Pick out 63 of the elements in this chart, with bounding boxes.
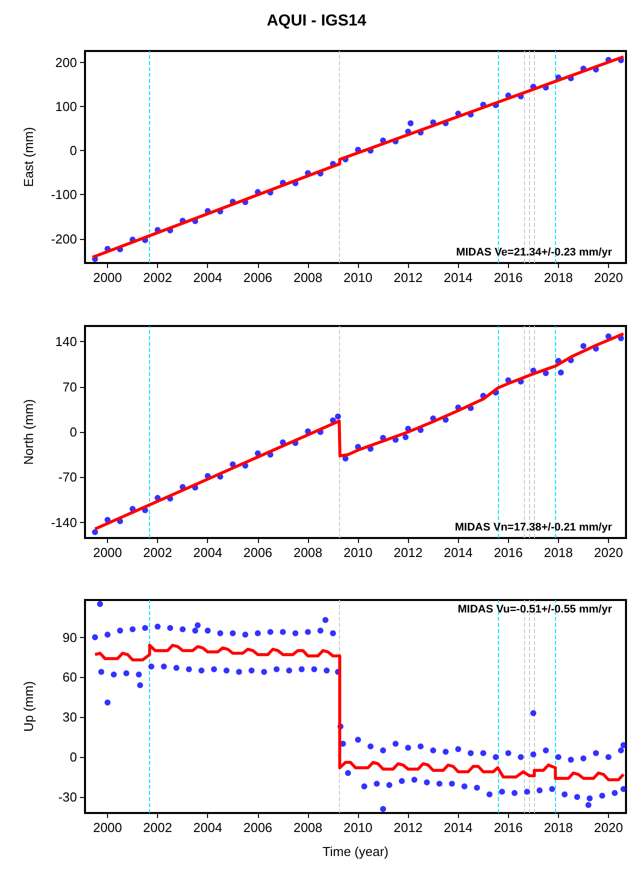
y-tick-label: 140 bbox=[55, 334, 77, 350]
y-axis-title: East (mm) bbox=[21, 127, 36, 187]
x-tick-label: 2010 bbox=[344, 270, 372, 285]
annotation: MIDAS Vu=-0.51+/-0.55 mm/yr bbox=[458, 604, 613, 616]
y-tick-label: 0 bbox=[70, 143, 77, 158]
x-tick-label: 2010 bbox=[344, 545, 372, 560]
y-tick-label: 100 bbox=[55, 99, 77, 114]
y-tick-label: 0 bbox=[70, 750, 77, 765]
x-tick-label: 2004 bbox=[193, 270, 222, 285]
y-tick-label: 70 bbox=[62, 379, 77, 394]
point bbox=[558, 370, 564, 376]
x-tick-label: 2010 bbox=[344, 820, 372, 835]
x-tick-label: 2006 bbox=[243, 545, 272, 560]
x-tick-label: 2016 bbox=[494, 270, 523, 285]
x-tick-label: 2012 bbox=[394, 270, 423, 285]
y-tick-label: -200 bbox=[50, 231, 77, 246]
x-tick-label: 2014 bbox=[444, 820, 473, 835]
chart-title: AQUI - IGS14 bbox=[266, 12, 366, 30]
x-tick-label: 2020 bbox=[594, 270, 623, 285]
y-tick-label: 0 bbox=[70, 424, 77, 440]
y-axis-title: Up (mm) bbox=[21, 681, 36, 732]
x-tick-label: 2018 bbox=[544, 270, 573, 285]
y-tick-label: -100 bbox=[50, 187, 77, 202]
x-tick-label: 2008 bbox=[293, 545, 322, 560]
x-tick-label: 2012 bbox=[394, 820, 423, 835]
x-tick-label: 2000 bbox=[93, 820, 122, 835]
point bbox=[92, 529, 98, 536]
x-tick-label: 2012 bbox=[394, 545, 423, 560]
x-tick-label: 2002 bbox=[143, 270, 172, 285]
x-tick-label: 2000 bbox=[93, 270, 122, 285]
point bbox=[580, 343, 586, 350]
x-tick-label: 2006 bbox=[243, 270, 272, 285]
y-tick-label: -30 bbox=[58, 790, 77, 805]
x-tick-label: 2018 bbox=[544, 545, 573, 560]
y-tick-label: 90 bbox=[62, 630, 77, 645]
x-tick-label: 2016 bbox=[494, 820, 523, 835]
point bbox=[408, 120, 414, 126]
x-tick-label: 2008 bbox=[293, 820, 322, 835]
y-axis-title: North (mm) bbox=[21, 399, 36, 465]
x-tick-label: 2002 bbox=[143, 820, 172, 835]
point bbox=[402, 434, 409, 440]
y-tick-label: 60 bbox=[62, 670, 77, 685]
y-tick-label: -140 bbox=[50, 514, 77, 530]
x-tick-label: 2004 bbox=[193, 820, 222, 835]
x-tick-label: 2004 bbox=[193, 545, 222, 560]
y-tick-label: 200 bbox=[55, 54, 77, 70]
x-tick-label: 2020 bbox=[594, 545, 623, 560]
line-series bbox=[94, 644, 625, 782]
x-tick-label: 2002 bbox=[143, 545, 172, 560]
annotation: MIDAS Vn=17.38+/-0.21 mm/yr bbox=[454, 522, 613, 534]
x-tick-label: 2014 bbox=[444, 270, 473, 285]
x-tick-label: 2020 bbox=[594, 820, 623, 835]
x-tick-label: 2014 bbox=[444, 545, 473, 560]
x-axis-title: Time (year) bbox=[322, 844, 388, 859]
x-tick-label: 2000 bbox=[93, 545, 122, 560]
x-tick-label: 2008 bbox=[293, 270, 322, 285]
annotation: MIDAS Ve=21.34+/-0.23 mm/yr bbox=[456, 246, 613, 258]
x-tick-label: 2006 bbox=[243, 820, 272, 835]
point bbox=[334, 413, 341, 420]
y-tick-label: -70 bbox=[58, 470, 77, 485]
x-tick-label: 2018 bbox=[544, 820, 573, 835]
y-tick-label: 30 bbox=[62, 710, 77, 725]
x-tick-label: 2016 bbox=[494, 545, 523, 560]
